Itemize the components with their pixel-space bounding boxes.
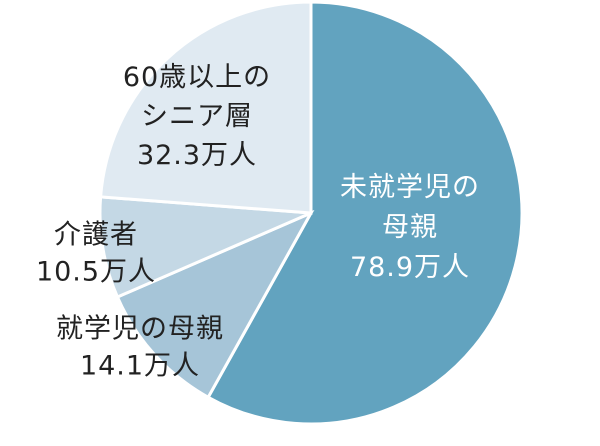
pie-slice-0	[206, 0, 524, 426]
pie-label-line: 32.3万人	[137, 140, 257, 171]
pie-label-line: シニア層	[141, 101, 253, 132]
pie-label-line: 未就学児の	[340, 172, 480, 203]
pie-label-2: 介護者 10.5万人	[36, 220, 156, 288]
pie-label-line: 78.9万人	[350, 252, 470, 283]
pie-slices	[98, 0, 524, 426]
pie-label-line: 60歳以上の	[123, 62, 271, 93]
pie-label-line: 母親	[382, 212, 438, 243]
pie-slice-1	[115, 209, 315, 400]
pie-label-3: 60歳以上のシニア層 32.3万人	[123, 62, 271, 171]
pie-slice-2	[98, 195, 312, 299]
pie-label-line: 14.1万人	[80, 351, 200, 382]
pie-label-line: 介護者	[54, 220, 138, 251]
pie-label-line: 就学児の母親	[56, 314, 224, 345]
pie-label-0: 未就学児の母親 78.9万人	[340, 172, 480, 283]
pie-label-1: 就学児の母親 14.1万人	[56, 314, 224, 382]
pie-slice-3	[98, 0, 313, 215]
pie-label-line: 10.5万人	[36, 257, 156, 288]
